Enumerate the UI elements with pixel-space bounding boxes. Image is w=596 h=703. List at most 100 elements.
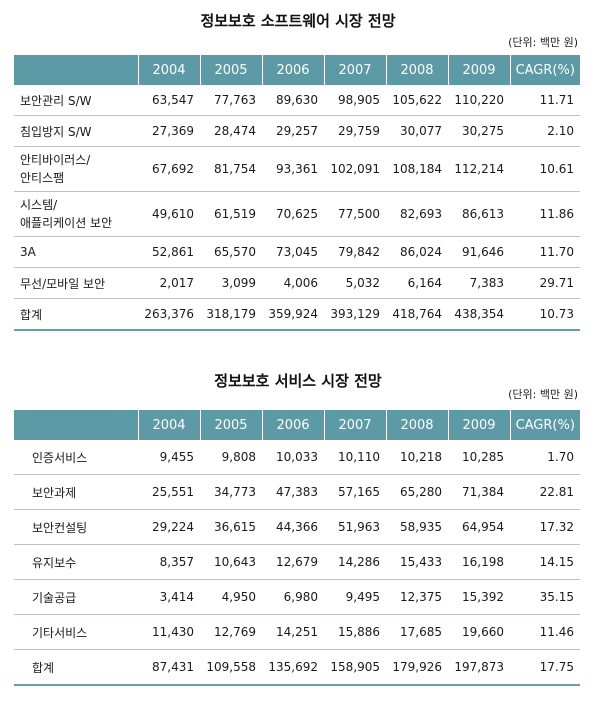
header-cell: 2005 — [199, 55, 262, 85]
table-cell: 87,431 — [138, 649, 200, 686]
table-cell: 65,280 — [386, 474, 448, 510]
table-cell: 89,630 — [262, 85, 324, 116]
table-cell: 6,164 — [386, 267, 448, 299]
header-cell: 2004 — [137, 410, 200, 440]
table-cell: 22.81 — [510, 474, 580, 510]
table-cell: 79,842 — [324, 236, 386, 268]
table-cell: 12,375 — [386, 579, 448, 615]
table-cell: 19,660 — [448, 614, 510, 650]
table-cell: 27,369 — [138, 115, 200, 147]
table-cell: 98,905 — [324, 85, 386, 116]
table-cell: 12,769 — [200, 614, 262, 650]
table-cell: 64,954 — [448, 509, 510, 545]
table-cell: 2.10 — [510, 115, 580, 147]
table-cell: 418,764 — [386, 298, 448, 331]
table-cell: 11.70 — [510, 236, 580, 268]
row-label: 3A — [14, 236, 138, 268]
table-cell: 158,905 — [324, 649, 386, 686]
row-label: 무선/모바일 보안 — [14, 267, 138, 299]
row-label: 침입방지 S/W — [14, 115, 138, 147]
table-row: 보안관리 S/W 63,547 77,763 89,630 98,905 105,622 1… — [14, 85, 580, 116]
table-cell: 61,519 — [200, 191, 262, 237]
row-label: 시스템/ 애플리케이션 보안 — [14, 191, 138, 237]
table-cell: 29,759 — [324, 115, 386, 147]
table-cell: 35.15 — [510, 579, 580, 615]
table-cell: 25,551 — [138, 474, 200, 510]
table-cell: 49,610 — [138, 191, 200, 237]
table-cell: 73,045 — [262, 236, 324, 268]
header-cell: 2006 — [261, 410, 324, 440]
table-cell: 6,980 — [262, 579, 324, 615]
table-cell: 29.71 — [510, 267, 580, 299]
table-cell: 3,099 — [200, 267, 262, 299]
software-market-table: 2004 2005 2006 2007 2008 2009 CAGR(%) 보안… — [14, 55, 580, 331]
row-label: 합계 — [14, 298, 138, 331]
table-row: 시스템/ 애플리케이션 보안 49,610 61,519 70,625 77,500 82… — [14, 191, 580, 237]
header-cell: 2009 — [447, 410, 510, 440]
table-cell: 17.75 — [510, 649, 580, 686]
header-cell: CAGR(%) — [509, 55, 580, 85]
header-cell: 2009 — [447, 55, 510, 85]
table-cell: 10,218 — [386, 440, 448, 475]
table-cell: 82,693 — [386, 191, 448, 237]
header-row: 2004 2005 2006 2007 2008 2009 CAGR(%) — [14, 55, 580, 85]
table-cell: 2,017 — [138, 267, 200, 299]
table-row: 인증서비스 9,455 9,808 10,033 10,110 10,218 10,285 1… — [14, 440, 580, 475]
table-cell: 438,354 — [448, 298, 510, 331]
table1-unit: (단위: 백만 원) — [508, 36, 578, 49]
table-cell: 36,615 — [200, 509, 262, 545]
table-cell: 65,570 — [200, 236, 262, 268]
table-cell: 28,474 — [200, 115, 262, 147]
table-cell: 110,220 — [448, 85, 510, 116]
table-cell: 10,033 — [262, 440, 324, 475]
table-cell: 105,622 — [386, 85, 448, 116]
row-label: 안티바이러스/ 안티스팸 — [14, 146, 138, 192]
table-cell: 11,430 — [138, 614, 200, 650]
table-cell: 9,495 — [324, 579, 386, 615]
table-cell: 263,376 — [138, 298, 200, 331]
table-cell: 15,886 — [324, 614, 386, 650]
row-label: 보안컨설팅 — [14, 509, 138, 545]
table-cell: 4,950 — [200, 579, 262, 615]
table-cell: 77,500 — [324, 191, 386, 237]
table-row: 합계 263,376 318,179 359,924 393,129 418,764 438… — [14, 298, 580, 331]
table-cell: 34,773 — [200, 474, 262, 510]
table-cell: 30,077 — [386, 115, 448, 147]
table-cell: 81,754 — [200, 146, 262, 192]
row-label: 인증서비스 — [14, 440, 138, 475]
table-cell: 11.46 — [510, 614, 580, 650]
table-cell: 77,763 — [200, 85, 262, 116]
table-cell: 5,032 — [324, 267, 386, 299]
row-label: 보안과제 — [14, 474, 138, 510]
row-label: 보안관리 S/W — [14, 85, 138, 116]
header-cell: 2008 — [385, 55, 448, 85]
table-cell: 14.15 — [510, 544, 580, 580]
header-cell: CAGR(%) — [509, 410, 580, 440]
table-cell: 12,679 — [262, 544, 324, 580]
table-cell: 10,643 — [200, 544, 262, 580]
row-label: 기술공급 — [14, 579, 138, 615]
table-cell: 63,547 — [138, 85, 200, 116]
header-cell: 2005 — [199, 410, 262, 440]
table-cell: 47,383 — [262, 474, 324, 510]
header-cell: 2007 — [323, 410, 386, 440]
table-cell: 16,198 — [448, 544, 510, 580]
table-cell: 7,383 — [448, 267, 510, 299]
row-label: 합계 — [14, 649, 138, 686]
table-cell: 58,935 — [386, 509, 448, 545]
header-cell: 2008 — [385, 410, 448, 440]
table-cell: 30,275 — [448, 115, 510, 147]
header-cell — [14, 55, 138, 85]
table1-title: 정보보호 소프트웨어 시장 전망 — [200, 12, 396, 30]
header-cell — [14, 410, 138, 440]
table-cell: 108,184 — [386, 146, 448, 192]
table-row: 3A 52,861 65,570 73,045 79,842 86,024 91,646 11… — [14, 236, 580, 268]
table-row: 보안컨설팅 29,224 36,615 44,366 51,963 58,935 64,95… — [14, 509, 580, 545]
table-cell: 70,625 — [262, 191, 324, 237]
table-cell: 11.71 — [510, 85, 580, 116]
row-label: 유지보수 — [14, 544, 138, 580]
table-cell: 109,558 — [200, 649, 262, 686]
table-cell: 15,392 — [448, 579, 510, 615]
table-cell: 8,357 — [138, 544, 200, 580]
header-cell: 2007 — [323, 55, 386, 85]
